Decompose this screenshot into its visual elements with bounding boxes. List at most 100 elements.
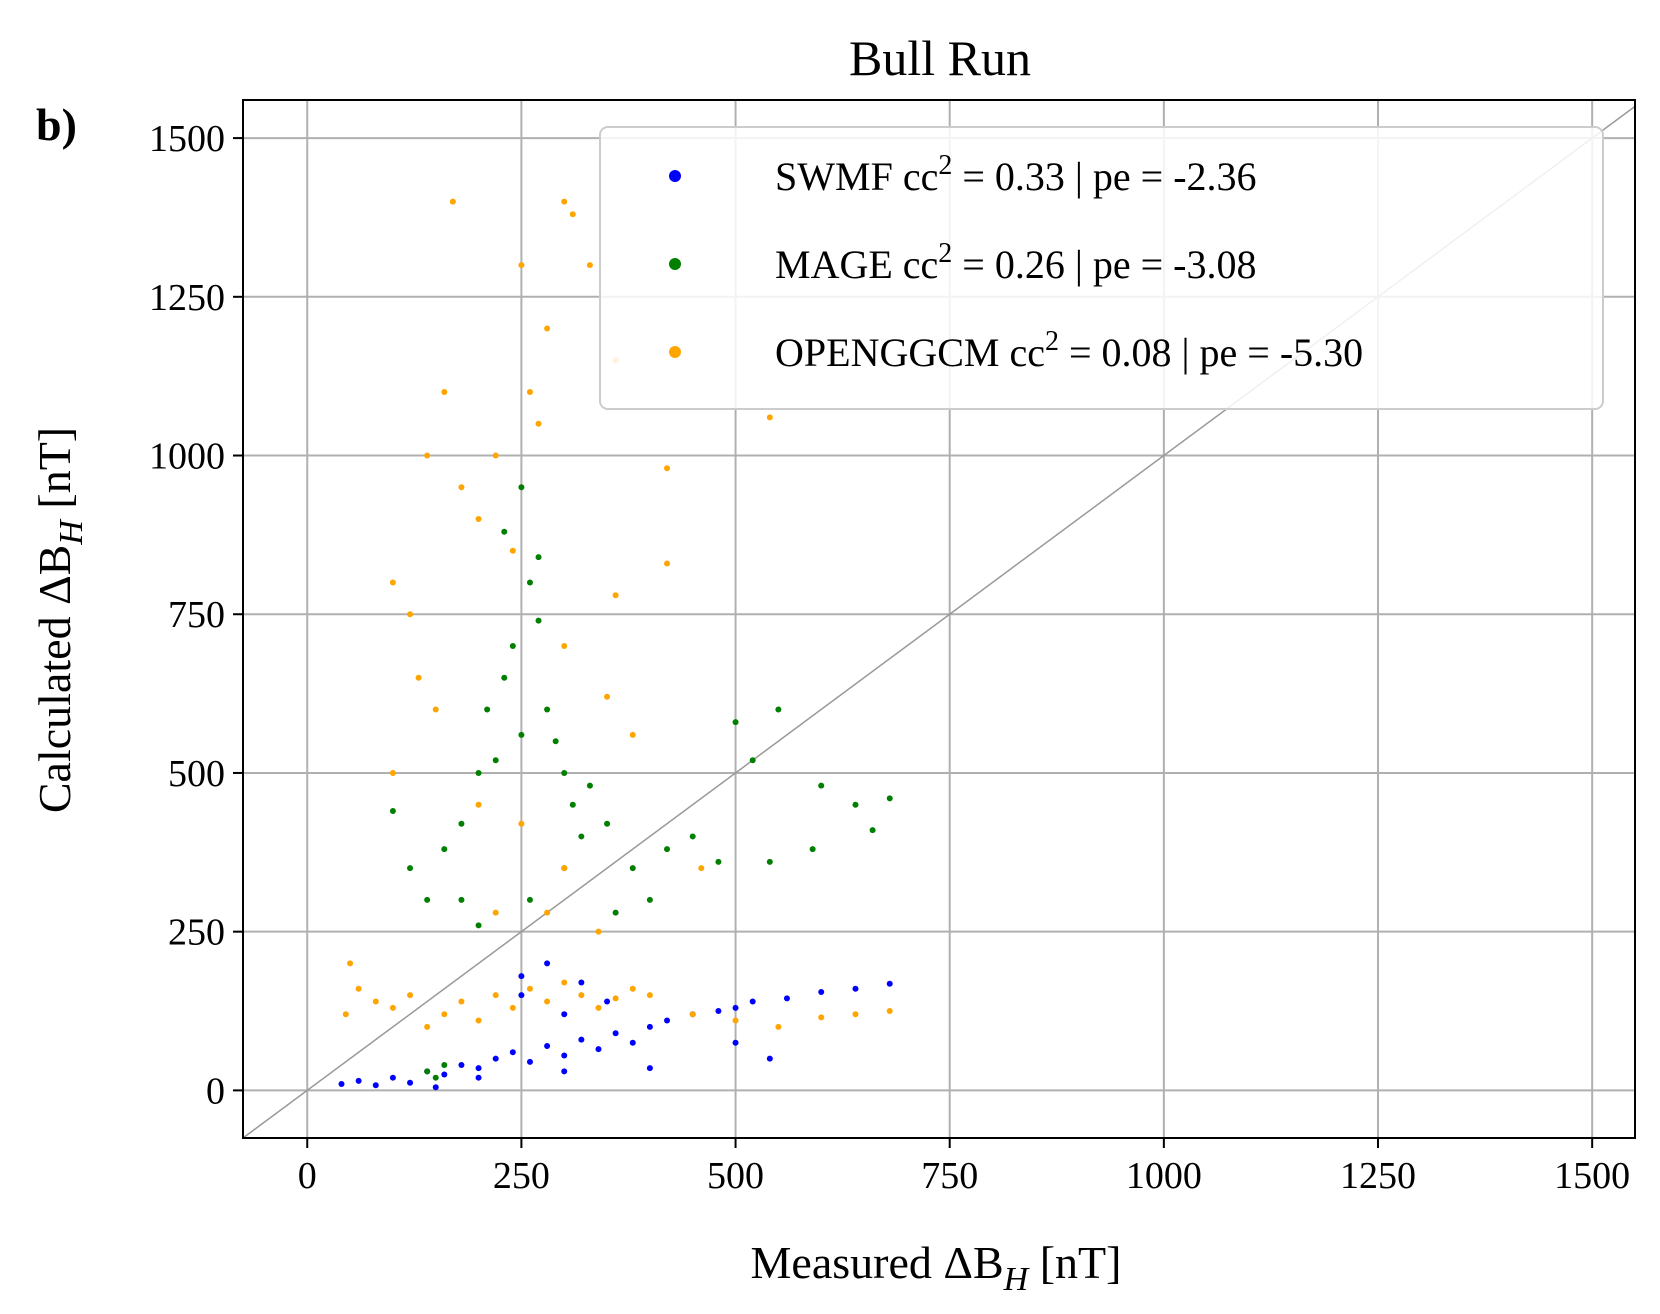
data-point bbox=[424, 896, 431, 903]
data-point bbox=[458, 484, 465, 491]
data-point bbox=[492, 1055, 499, 1062]
data-point bbox=[852, 801, 859, 808]
legend-entry: MAGE cc2 = 0.26 | pe = -3.08 bbox=[775, 238, 1256, 287]
data-point bbox=[749, 757, 756, 764]
data-point bbox=[604, 820, 611, 827]
data-point bbox=[612, 592, 619, 599]
data-point bbox=[818, 988, 825, 995]
data-point bbox=[407, 992, 414, 999]
data-point bbox=[458, 896, 465, 903]
y-tick-label: 250 bbox=[168, 912, 225, 954]
data-point bbox=[561, 1068, 568, 1075]
data-point bbox=[372, 998, 379, 1005]
data-point bbox=[664, 846, 671, 853]
data-point bbox=[766, 858, 773, 865]
y-tick-label: 0 bbox=[206, 1070, 225, 1112]
data-point bbox=[458, 1061, 465, 1068]
data-point bbox=[535, 617, 542, 624]
data-point bbox=[526, 896, 533, 903]
x-tick-label: 500 bbox=[707, 1155, 764, 1197]
data-point bbox=[578, 1036, 585, 1043]
data-point bbox=[578, 992, 585, 999]
x-tick-label: 250 bbox=[493, 1155, 550, 1197]
data-point bbox=[766, 414, 773, 421]
data-point bbox=[689, 833, 696, 840]
data-point bbox=[389, 579, 396, 586]
data-point bbox=[415, 674, 422, 681]
series-mage bbox=[389, 484, 893, 1081]
data-point bbox=[441, 846, 448, 853]
data-point bbox=[646, 1065, 653, 1072]
data-point bbox=[646, 992, 653, 999]
data-point bbox=[449, 198, 456, 205]
data-point bbox=[664, 560, 671, 567]
data-points bbox=[338, 198, 893, 1091]
data-point bbox=[604, 693, 611, 700]
data-point bbox=[586, 262, 593, 269]
data-point bbox=[526, 985, 533, 992]
legend-marker bbox=[669, 170, 681, 182]
data-point bbox=[492, 452, 499, 459]
data-point bbox=[355, 985, 362, 992]
data-point bbox=[775, 1023, 782, 1030]
data-point bbox=[475, 1074, 482, 1081]
data-point bbox=[492, 992, 499, 999]
data-point bbox=[389, 769, 396, 776]
y-axis-ticks: 0 250 500 750 1000 1250 1500 bbox=[149, 118, 243, 1112]
series-openggcm bbox=[342, 198, 893, 1030]
x-axis-ticks: 0 250 500 750 1000 1250 1500 bbox=[298, 1138, 1630, 1197]
data-point bbox=[561, 198, 568, 205]
data-point bbox=[475, 769, 482, 776]
data-point bbox=[518, 992, 525, 999]
data-point bbox=[407, 611, 414, 618]
data-point bbox=[441, 1071, 448, 1078]
data-point bbox=[689, 1011, 696, 1018]
panel-label: b) bbox=[36, 99, 77, 150]
data-point bbox=[869, 827, 876, 834]
legend-marker bbox=[669, 258, 681, 270]
plot-frame bbox=[242, 99, 1636, 1139]
data-point bbox=[441, 389, 448, 396]
data-point bbox=[509, 1004, 516, 1011]
data-point bbox=[544, 960, 551, 967]
x-tick-label: 1250 bbox=[1340, 1155, 1416, 1197]
data-point bbox=[389, 1004, 396, 1011]
data-point bbox=[518, 973, 525, 980]
data-point bbox=[342, 1011, 349, 1018]
data-point bbox=[852, 1011, 859, 1018]
data-point bbox=[886, 795, 893, 802]
y-tick-label: 750 bbox=[168, 594, 225, 636]
data-point bbox=[604, 998, 611, 1005]
data-point bbox=[552, 738, 559, 745]
data-point bbox=[509, 547, 516, 554]
data-point bbox=[544, 998, 551, 1005]
data-point bbox=[501, 528, 508, 535]
data-point bbox=[561, 642, 568, 649]
data-point bbox=[535, 554, 542, 561]
data-point bbox=[518, 262, 525, 269]
x-tick-label: 1500 bbox=[1554, 1155, 1630, 1197]
data-point bbox=[561, 865, 568, 872]
x-tick-label: 1000 bbox=[1126, 1155, 1202, 1197]
data-point bbox=[886, 980, 893, 987]
data-point bbox=[664, 465, 671, 472]
x-tick-label: 750 bbox=[921, 1155, 978, 1197]
data-point bbox=[535, 420, 542, 427]
data-point bbox=[544, 706, 551, 713]
data-point bbox=[432, 706, 439, 713]
data-point bbox=[732, 1017, 739, 1024]
data-point bbox=[561, 979, 568, 986]
data-point bbox=[578, 833, 585, 840]
data-point bbox=[595, 1046, 602, 1053]
legend-entry: OPENGGCM cc2 = 0.08 | pe = -5.30 bbox=[775, 326, 1363, 375]
data-point bbox=[458, 998, 465, 1005]
data-point bbox=[526, 579, 533, 586]
data-point bbox=[347, 960, 354, 967]
data-point bbox=[569, 211, 576, 218]
y-tick-label: 1250 bbox=[149, 277, 225, 319]
data-point bbox=[629, 731, 636, 738]
data-point bbox=[852, 985, 859, 992]
data-point bbox=[595, 928, 602, 935]
data-point bbox=[544, 909, 551, 916]
data-point bbox=[818, 782, 825, 789]
